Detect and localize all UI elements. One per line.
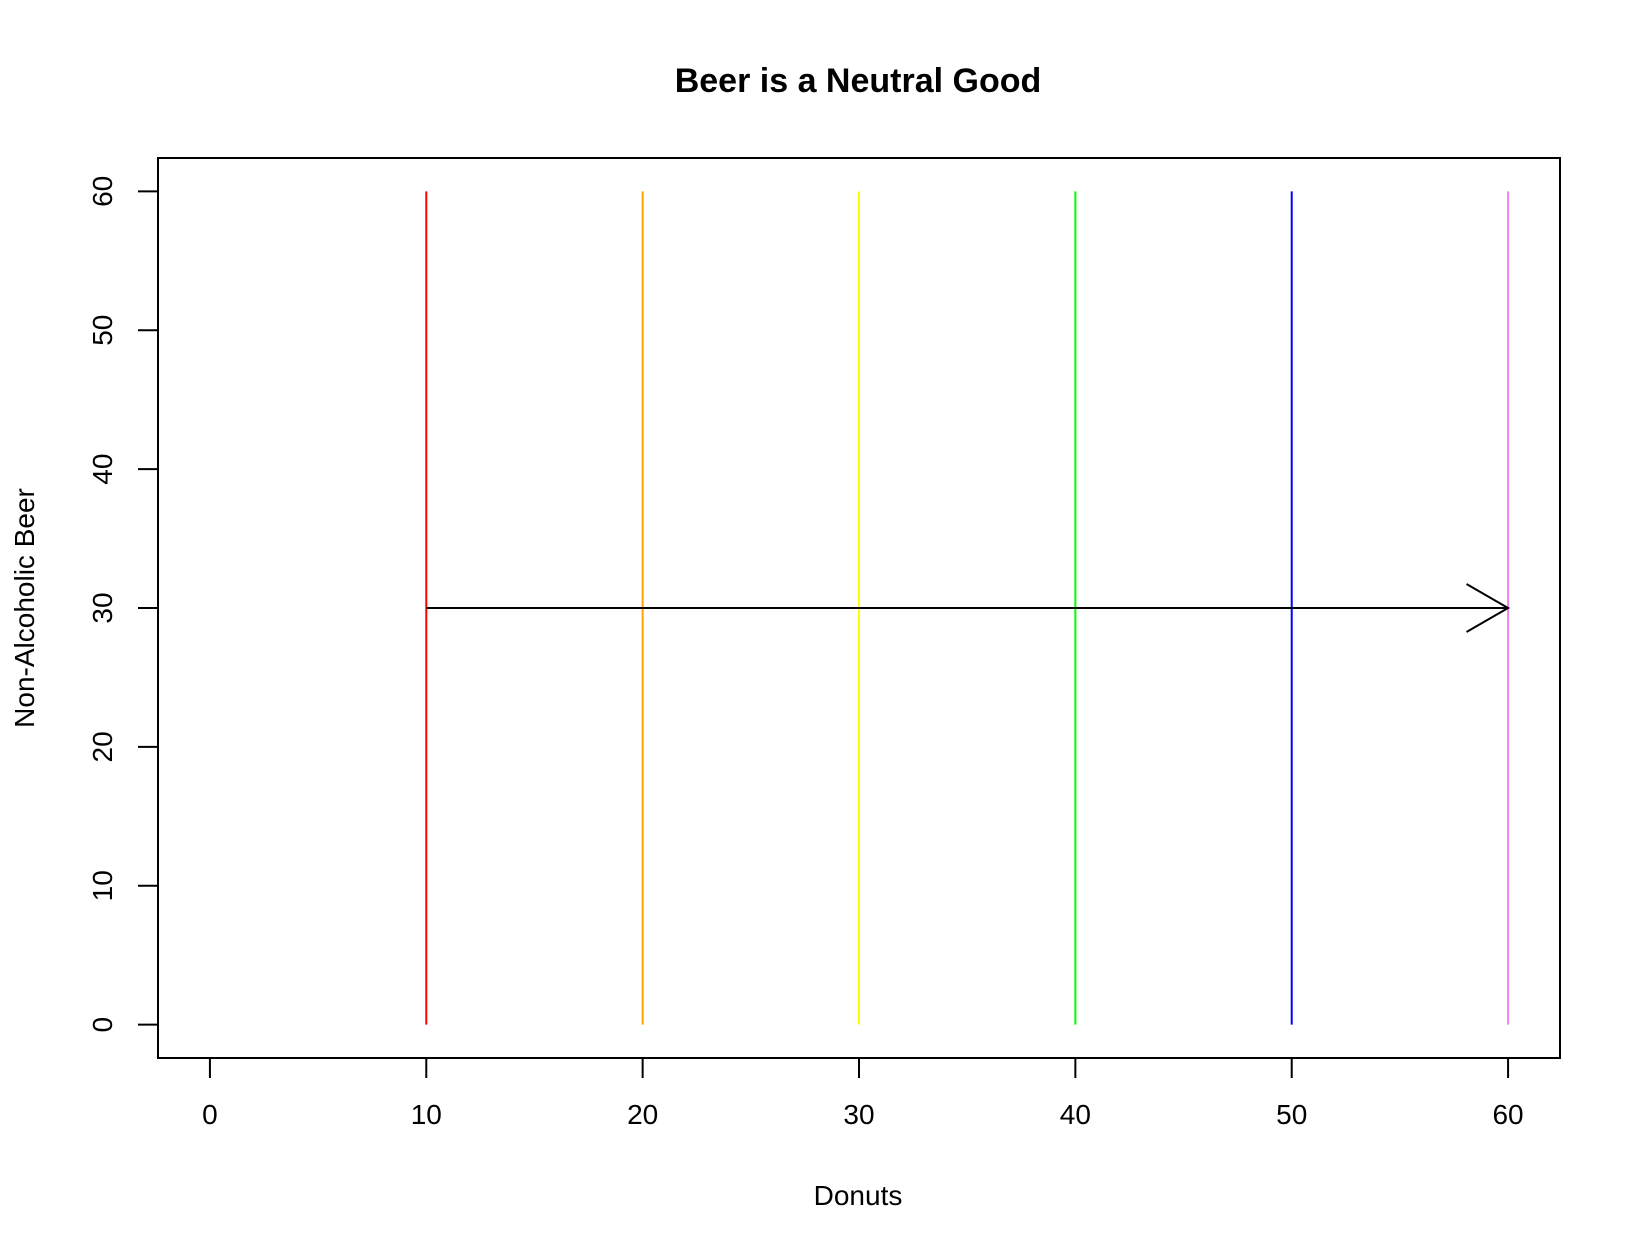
y-tick-label: 10 xyxy=(87,870,118,901)
y-axis: 0 10 20 30 40 50 60 xyxy=(87,176,159,1033)
x-axis: 0 10 20 30 40 50 60 xyxy=(202,1057,1524,1130)
x-tick-label: 20 xyxy=(627,1099,658,1130)
y-tick-label: 40 xyxy=(87,454,118,485)
y-tick-label: 50 xyxy=(87,315,118,346)
x-tick-label: 0 xyxy=(202,1099,218,1130)
x-tick-label: 60 xyxy=(1492,1099,1523,1130)
x-tick-label: 10 xyxy=(411,1099,442,1130)
x-axis-label: Donuts xyxy=(814,1180,903,1211)
y-axis-label: Non-Alcoholic Beer xyxy=(9,488,40,728)
x-tick-label: 40 xyxy=(1060,1099,1091,1130)
chart-title: Beer is a Neutral Good xyxy=(675,62,1042,100)
arrow-head xyxy=(1466,583,1511,633)
y-tick-label: 60 xyxy=(87,176,118,207)
x-tick-label: 50 xyxy=(1276,1099,1307,1130)
y-tick-label: 0 xyxy=(87,1017,118,1033)
y-tick-label: 30 xyxy=(87,592,118,623)
x-tick-label: 30 xyxy=(843,1099,874,1130)
y-tick-label: 20 xyxy=(87,731,118,762)
arrow xyxy=(426,583,1511,633)
